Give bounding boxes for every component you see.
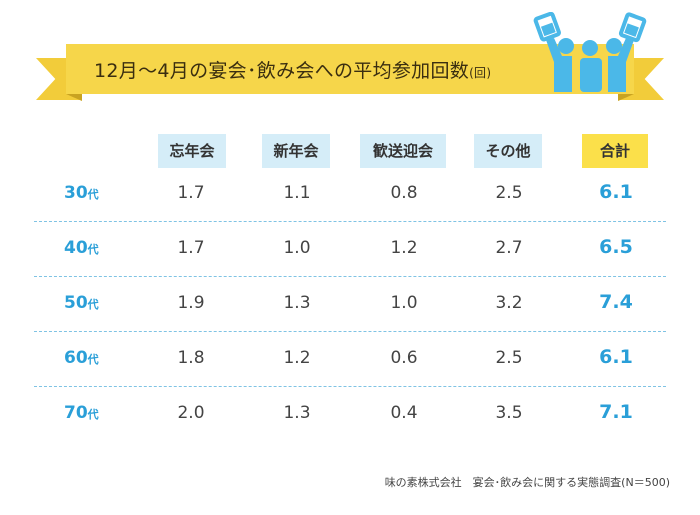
row-divider [34,221,666,222]
value-cell: 1.0 [283,238,311,258]
value-cell: 3.5 [495,403,523,423]
banner-fold-left [66,94,82,101]
column-header-other: その他 [474,134,542,168]
value-cell: 1.7 [177,238,205,258]
value-cell: 0.4 [390,403,418,423]
column-header-sobetsukai: 歓送迎会 [360,134,446,168]
column-header-total: 合計 [582,134,648,168]
value-cell: 1.2 [283,348,311,368]
table-row: 50代 1.9 1.3 1.0 3.2 7.4 [34,277,666,332]
age-group-label: 30代 [64,183,99,203]
value-cell: 2.7 [495,238,523,258]
row-divider [34,386,666,387]
people-toasting-icon [533,12,647,92]
source-note: 味の素株式会社 宴会･飲み会に関する実態調査(N＝500) [384,476,670,489]
value-cell: 2.5 [495,348,523,368]
value-cell: 3.2 [495,293,523,313]
row-divider [34,331,666,332]
title-unit: (回) [469,66,492,80]
column-header-bonenkai: 忘年会 [158,134,226,168]
column-header-shinnenkai: 新年会 [262,134,330,168]
value-cell: 1.3 [283,403,311,423]
total-cell: 6.1 [599,181,633,203]
table-row: 40代 1.7 1.0 1.2 2.7 6.5 [34,222,666,277]
page-title: 12月〜4月の宴会･飲み会への平均参加回数(回) [94,56,491,83]
value-cell: 1.7 [177,183,205,203]
total-cell: 7.4 [599,291,633,313]
age-group-label: 50代 [64,293,99,313]
total-cell: 7.1 [599,401,633,423]
row-divider [34,276,666,277]
value-cell: 1.3 [283,293,311,313]
total-cell: 6.5 [599,236,633,258]
title-banner: 12月〜4月の宴会･飲み会への平均参加回数(回) [66,44,634,94]
value-cell: 1.2 [390,238,418,258]
age-group-label: 40代 [64,238,99,258]
title-text: 12月〜4月の宴会･飲み会への平均参加回数 [94,60,470,82]
value-cell: 1.1 [283,183,311,203]
value-cell: 2.0 [177,403,205,423]
value-cell: 0.6 [390,348,418,368]
table-row: 30代 1.7 1.1 0.8 2.5 6.1 [34,167,666,222]
value-cell: 0.8 [390,183,418,203]
total-cell: 6.1 [599,346,633,368]
table-row: 60代 1.8 1.2 0.6 2.5 6.1 [34,332,666,387]
age-group-label: 70代 [64,403,99,423]
value-cell: 1.8 [177,348,205,368]
value-cell: 1.0 [390,293,418,313]
value-cell: 1.9 [177,293,205,313]
table-row: 70代 2.0 1.3 0.4 3.5 7.1 [34,387,666,442]
value-cell: 2.5 [495,183,523,203]
banner-fold-right [618,94,634,101]
age-group-label: 60代 [64,348,99,368]
